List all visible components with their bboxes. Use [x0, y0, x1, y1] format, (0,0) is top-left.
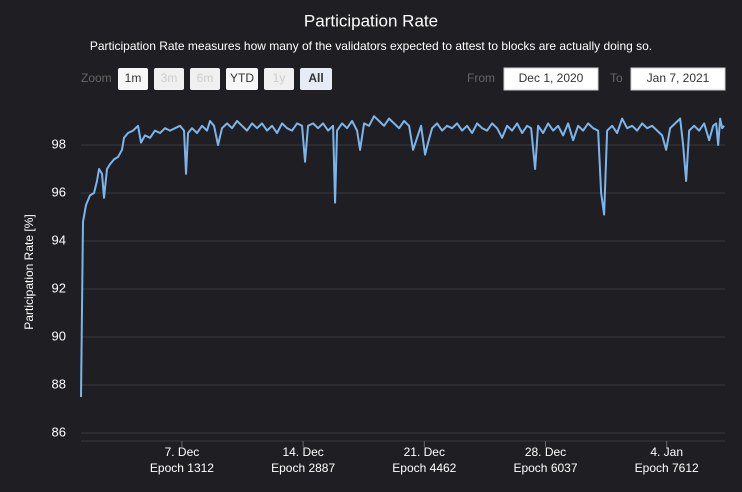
zoom-button[interactable] — [118, 68, 148, 90]
chart-subtitle: Participation Rate measures how many of … — [90, 39, 652, 53]
chart-title: Participation Rate — [304, 11, 438, 30]
zoom-button — [154, 68, 184, 90]
data-line — [80, 115, 725, 398]
zoom-button-label: 3m — [161, 71, 178, 85]
zoom-button[interactable] — [300, 68, 332, 90]
y-tick-label: 94 — [52, 232, 66, 247]
y-tick-label: 86 — [52, 424, 66, 439]
x-tick-label: Epoch 6037 — [513, 461, 577, 475]
to-label: To — [610, 71, 623, 85]
x-tick-label: Epoch 7612 — [635, 461, 699, 475]
zoom-button-label: 1y — [273, 71, 286, 85]
zoom-button-label[interactable]: 1m — [125, 71, 142, 85]
zoom-button[interactable] — [226, 68, 258, 90]
x-tick-label: 7. Dec — [165, 445, 200, 459]
zoom-button-label[interactable]: All — [308, 71, 323, 85]
from-date[interactable]: Dec 1, 2020 — [519, 71, 584, 85]
x-tick-label: 21. Dec — [404, 445, 445, 459]
zoom-button-label: 6m — [197, 71, 214, 85]
x-tick-label: 14. Dec — [282, 445, 323, 459]
y-tick-label: 96 — [52, 184, 66, 199]
y-axis-title: Participation Rate [%] — [22, 214, 36, 329]
x-tick-label: 28. Dec — [525, 445, 566, 459]
x-tick-label: Epoch 4462 — [392, 461, 456, 475]
zoom-button — [264, 68, 294, 90]
zoom-button — [190, 68, 220, 90]
x-tick-label: Epoch 1312 — [150, 461, 214, 475]
from-input[interactable] — [503, 67, 599, 91]
y-tick-label: 88 — [52, 376, 66, 391]
from-label: From — [467, 71, 495, 85]
to-date[interactable]: Jan 7, 2021 — [647, 71, 710, 85]
x-tick-label: 4. Jan — [650, 445, 683, 459]
y-tick-label: 90 — [52, 328, 66, 343]
zoom-button-label[interactable]: YTD — [230, 71, 254, 85]
to-input[interactable] — [630, 67, 726, 91]
y-tick-label: 92 — [52, 280, 66, 295]
zoom-label: Zoom — [81, 71, 112, 85]
x-tick-label: Epoch 2887 — [271, 461, 335, 475]
y-tick-label: 98 — [52, 136, 66, 151]
